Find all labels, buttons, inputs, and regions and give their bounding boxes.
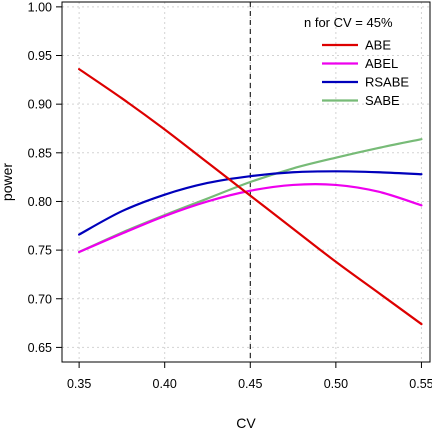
x-tick-label: 0.50 xyxy=(324,377,348,391)
y-tick-label: 0.65 xyxy=(28,341,52,355)
legend-label-rsabe: RSABE xyxy=(365,75,409,90)
legend-title: n for CV = 45% xyxy=(304,15,393,30)
y-tick-label: 0.70 xyxy=(28,292,52,306)
legend: n for CV = 45% ABE ABEL RSABE SABE xyxy=(304,15,409,108)
x-tick-label: 0.55 xyxy=(409,377,432,391)
x-tick-label: 0.45 xyxy=(238,377,262,391)
y-axis-title: power xyxy=(0,163,15,201)
legend-label-sabe: SABE xyxy=(365,93,400,108)
legend-entries: ABE ABEL RSABE SABE xyxy=(322,38,409,108)
legend-label-abel: ABEL xyxy=(365,56,398,71)
x-axis-title: CV xyxy=(236,415,256,431)
series-line-abe xyxy=(78,68,423,326)
grid xyxy=(62,2,430,362)
plot-frame xyxy=(61,1,431,363)
series-layer xyxy=(78,68,423,326)
x-tick-label: 0.35 xyxy=(67,377,91,391)
y-tick-label: 1.00 xyxy=(28,0,52,14)
y-tick-label: 0.95 xyxy=(28,49,52,63)
series-line-rsabe xyxy=(78,170,423,236)
y-tick-label: 0.90 xyxy=(28,98,52,112)
legend-label-abe: ABE xyxy=(365,38,391,53)
y-tick-label: 0.80 xyxy=(28,195,52,209)
axes: 0.35 0.40 0.45 0.50 0.55 0.65 0.70 0.75 0.80 0.85… xyxy=(28,0,432,391)
y-tick-label: 0.85 xyxy=(28,146,52,160)
x-tick-label: 0.40 xyxy=(153,377,177,391)
y-tick-label: 0.75 xyxy=(28,244,52,258)
series-line-abel xyxy=(78,183,423,254)
